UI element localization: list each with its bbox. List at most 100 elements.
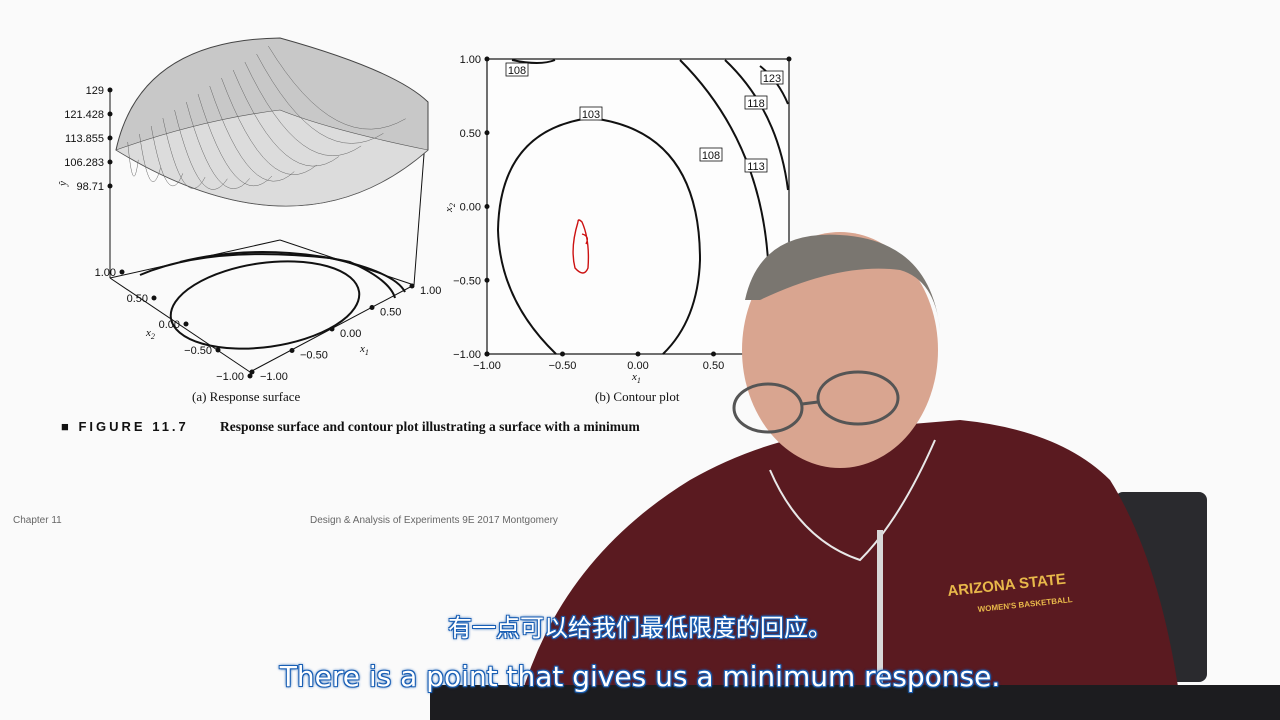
x1-tick-dot [329,326,335,332]
contour-ytick-label: −0.50 [453,275,481,287]
contour-xlabel: x1 [631,371,641,385]
z-tick-label: 98.71 [76,181,104,193]
mesh-line [150,125,184,186]
floor-contours [139,251,406,350]
red-annotation-mark [572,219,590,274]
footer-chapter: Chapter 11 [13,515,62,526]
contour-xtick-label: 0.00 [627,360,648,372]
contour-level-label: 108 [702,150,720,162]
mesh-line [139,133,161,182]
mesh-line [186,101,250,189]
glasses [732,370,900,434]
z-tick-dot [107,183,113,189]
x1-tick-dot [409,283,415,289]
x2-tick-dot [183,321,189,327]
figure-number: ■ FIGURE 11.7 [61,419,189,434]
contour-ytick-dot [484,277,490,283]
subtitle-english: There is a point that gives us a minimum… [279,660,1001,693]
mesh-line [221,77,317,175]
hair [745,234,940,330]
z-tick-label: 129 [86,85,104,97]
x2-tick-dot [119,269,125,275]
mesh-line [268,45,406,130]
contour-ytick-dot [484,130,490,136]
x2-tick-label: 0.00 [159,319,180,331]
z-axis-label: ŷ [57,181,69,187]
contour-ytick-dot [484,56,490,62]
contour-plot-chart: 108 103 108 113 118 123 1.00 0.50 0.00 −0.50 −1.0… [443,54,792,404]
contour-level-box [744,95,768,110]
mesh-line [209,85,295,182]
contour-ytick-label: 1.00 [460,54,481,66]
contour-level-label: 118 [747,98,765,110]
contour-ytick-dot [484,204,490,209]
response-surface-chart: 129 121.428 113.855 106.283 98.71 ŷ 1.00 0.50… [57,37,441,404]
mesh-line [162,117,206,189]
mesh-line [244,61,362,156]
contour-108-right [679,59,771,355]
surface-mesh [115,37,429,207]
earphone-cable [769,439,936,562]
contour-level-box [699,147,723,162]
contour-lines [496,59,789,355]
x1-tick-dot [249,369,255,375]
z-tick-label: 106.283 [64,157,104,169]
x2-tick-dot [215,347,221,353]
subtitle-chinese: 有一点可以给我们最低限度的回应。 [448,614,832,642]
contour-xtick-dot [635,351,641,357]
contour-103 [496,117,702,355]
presenter-image: ARIZONA STATE WOMEN'S BASKETBALL [430,232,1280,720]
x2-tick-label: 1.00 [95,267,116,279]
mesh-line [197,93,273,187]
x2-tick-dot [151,295,157,301]
contour-level-box [505,62,529,77]
contour-ytick-label: −1.00 [453,349,481,361]
x1-tick-label: 0.50 [380,307,401,319]
contour-level-label: 123 [763,73,781,85]
contour-108-top [511,59,556,64]
mesh-line [256,53,384,144]
contour-level-label: 113 [747,161,765,173]
z-tick-label: 121.428 [64,109,104,121]
x1-tick-label: −1.00 [260,371,288,383]
contour-ytick-label: 0.00 [460,202,481,214]
x1-tick-label: −0.50 [300,350,328,362]
z-tick-dot [107,111,113,117]
contour-xtick-label: −1.00 [473,360,501,372]
x2-tick-label: 0.50 [127,293,148,305]
z-tick-label: 113.855 [65,133,104,145]
caption-b: (b) Contour plot [595,389,680,404]
contour-xtick-label: −0.50 [549,360,577,372]
x2-tick-label: −0.50 [184,345,212,357]
caption-a: (a) Response surface [192,389,301,404]
contour-xtick-dot [711,351,716,357]
z-tick-dot [107,159,113,165]
x1-tick-dot [289,348,295,353]
contour-xtick-dot [560,351,565,357]
footer-source: Design & Analysis of Experiments 9E 2017… [310,515,558,526]
mesh-line [232,69,340,167]
contour-xtick-label: 0.50 [703,360,724,372]
face [742,232,938,468]
x2-axis: 1.00 0.50 0.00 −0.50 −1.00 x2 [95,267,253,383]
figure-description: Response surface and contour plot illust… [220,419,641,434]
contour-frame [486,58,790,355]
mesh-line [127,141,139,177]
contour-level-label: 103 [582,109,600,121]
contour-level-box [579,106,603,121]
contour-ytick-label: 0.50 [460,128,481,140]
contour-113 [724,59,789,191]
contour-xtick-dot [484,351,490,357]
contour-level-label: 108 [508,65,526,77]
x2-axis-label: x2 [145,327,155,341]
x1-tick-label: 0.00 [340,328,361,340]
mesh-line [174,109,228,190]
x2-tick-label: −1.00 [216,371,244,383]
contour-level-box [744,158,768,173]
x1-tick-label: 1.00 [420,285,441,297]
x1-axis-label: x1 [359,343,369,357]
contour-ylabel: x2 [443,203,457,213]
x1-axis: −1.00 −0.50 0.00 0.50 1.00 x1 [249,283,441,383]
z-tick-dot [107,87,113,93]
